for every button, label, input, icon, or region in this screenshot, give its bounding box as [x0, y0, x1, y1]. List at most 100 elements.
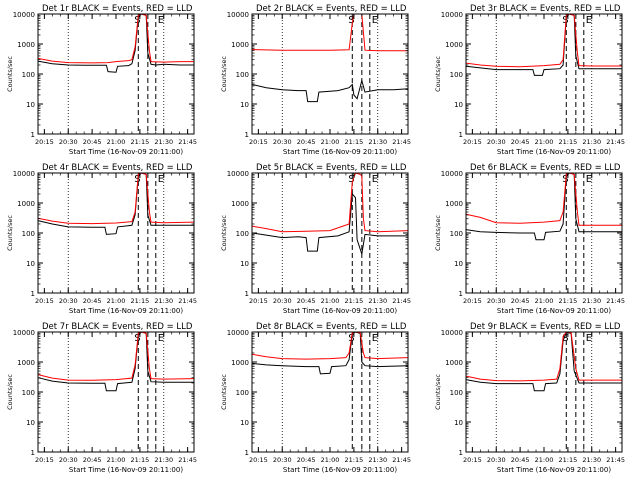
x-tick-label: 21:00: [107, 138, 126, 146]
plot-frame: [37, 331, 195, 453]
x-tick-label: 21:45: [606, 456, 625, 464]
end-marker-label: E: [158, 333, 164, 344]
x-tick-label: 20:45: [297, 138, 316, 146]
y-tick-label: 10: [240, 260, 249, 268]
panel-title: Det 8r BLACK = Events, RED = LLD: [256, 322, 407, 332]
series-line-lld: [251, 331, 409, 360]
x-tick-label: 20:45: [83, 138, 102, 146]
y-tick-label: 1000: [17, 359, 35, 367]
x-axis-label: Start Time (16-Nov-09 20:11:00): [69, 466, 183, 474]
series-line-lld: [251, 13, 408, 52]
y-axis-label: Counts/sec: [220, 215, 228, 251]
plot-frame: [251, 13, 409, 135]
y-tick-label: 100: [450, 389, 463, 397]
panel-det-4: Det 4r BLACK = Events, RED = LLD Counts/s…: [6, 163, 197, 315]
x-tick-label: 21:30: [582, 297, 601, 305]
plot-frame: [465, 13, 623, 135]
y-tick-label: 10000: [13, 11, 35, 19]
x-tick-label: 20:30: [487, 456, 506, 464]
series-line-events: [251, 192, 408, 255]
x-axis-label: Start Time (16-Nov-09 20:11:00): [283, 307, 397, 315]
series-line-lld: [251, 172, 409, 233]
y-axis-label: Counts/sec: [434, 56, 442, 92]
x-tick-label: 20:30: [273, 138, 292, 146]
y-tick-label: 100: [236, 71, 249, 79]
x-axis-label: Start Time (16-Nov-09 20:11:00): [69, 148, 183, 156]
x-tick-label: 21:30: [154, 456, 173, 464]
y-tick-label: 10: [26, 260, 35, 268]
y-tick-label: 10000: [227, 329, 249, 337]
y-tick-label: 100: [450, 71, 463, 79]
x-tick-label: 21:45: [178, 138, 197, 146]
x-axis-label: Start Time (16-Nov-09 20:11:00): [497, 466, 611, 474]
x-tick-label: 21:30: [368, 138, 387, 146]
y-tick-label: 100: [236, 230, 249, 238]
y-tick-label: 1000: [17, 41, 35, 49]
y-tick-label: 1: [245, 449, 249, 457]
panel-det-8: Det 8r BLACK = Events, RED = LLD Counts/s…: [220, 322, 411, 474]
y-tick-label: 10000: [441, 170, 463, 178]
x-tick-label: 21:15: [345, 456, 364, 464]
x-tick-label: 20:30: [487, 138, 506, 146]
x-tick-label: 21:30: [368, 456, 387, 464]
x-tick-label: 21:00: [535, 138, 554, 146]
panel-title: Det 5r BLACK = Events, RED = LLD: [256, 163, 407, 173]
y-tick-label: 1000: [445, 200, 463, 208]
y-tick-label: 10000: [227, 170, 249, 178]
y-tick-label: 1000: [231, 200, 249, 208]
x-tick-label: 20:45: [511, 138, 530, 146]
x-tick-label: 21:45: [178, 297, 197, 305]
panel-det-9: Det 9r BLACK = Events, RED = LLD Counts/s…: [434, 322, 625, 474]
panel-det-5: Det 5r BLACK = Events, RED = LLD Counts/s…: [220, 163, 411, 315]
start-marker-label: S: [562, 333, 568, 344]
x-tick-label: 21:45: [606, 138, 625, 146]
panel-title: Det 4r BLACK = Events, RED = LLD: [42, 163, 193, 173]
panel-title: Det 3r BLACK = Events, RED = LLD: [470, 4, 621, 14]
x-tick-label: 21:00: [321, 138, 340, 146]
x-tick-label: 21:45: [392, 297, 411, 305]
x-tick-label: 21:15: [345, 297, 364, 305]
series-line-events: [251, 331, 409, 375]
y-tick-label: 1000: [445, 41, 463, 49]
y-tick-label: 10000: [13, 170, 35, 178]
plot-frame: [465, 172, 623, 294]
y-tick-label: 1: [31, 131, 35, 139]
y-tick-label: 10: [240, 101, 249, 109]
series-line-lld: [37, 331, 195, 381]
y-axis-label: Counts/sec: [220, 374, 228, 410]
panel-title: Det 6r BLACK = Events, RED = LLD: [470, 163, 621, 173]
x-tick-label: 21:00: [107, 297, 126, 305]
panel-det-2: Det 2r BLACK = Events, RED = LLD Counts/s…: [220, 4, 411, 156]
y-axis-label: Counts/sec: [434, 215, 442, 251]
end-marker-label: E: [158, 15, 164, 26]
y-axis-label: Counts/sec: [434, 374, 442, 410]
x-axis-label: Start Time (16-Nov-09 20:11:00): [283, 148, 397, 156]
y-tick-label: 10: [240, 419, 249, 427]
x-tick-label: 20:15: [249, 138, 268, 146]
x-tick-label: 20:15: [35, 456, 54, 464]
start-marker-label: S: [348, 174, 354, 185]
y-tick-label: 10000: [227, 11, 249, 19]
y-tick-label: 1: [459, 131, 463, 139]
end-marker-label: E: [372, 333, 378, 344]
x-tick-label: 21:45: [392, 456, 411, 464]
y-tick-label: 1: [459, 449, 463, 457]
plot-frame: [251, 172, 409, 294]
x-tick-label: 20:30: [59, 297, 78, 305]
x-tick-label: 20:30: [273, 297, 292, 305]
x-tick-label: 20:30: [59, 138, 78, 146]
end-marker-label: E: [158, 174, 164, 185]
y-tick-label: 100: [22, 230, 35, 238]
x-tick-label: 20:15: [463, 456, 482, 464]
y-tick-label: 10: [454, 101, 463, 109]
panel-title: Det 1r BLACK = Events, RED = LLD: [42, 4, 193, 14]
y-axis-label: Counts/sec: [6, 56, 14, 92]
x-axis-label: Start Time (16-Nov-09 20:11:00): [69, 307, 183, 315]
x-tick-label: 21:00: [535, 297, 554, 305]
start-marker-label: S: [348, 15, 354, 26]
plot-frame: [251, 331, 409, 453]
x-tick-label: 21:15: [559, 297, 578, 305]
y-tick-label: 10000: [441, 329, 463, 337]
end-marker-label: E: [586, 333, 592, 344]
x-tick-label: 21:45: [392, 138, 411, 146]
